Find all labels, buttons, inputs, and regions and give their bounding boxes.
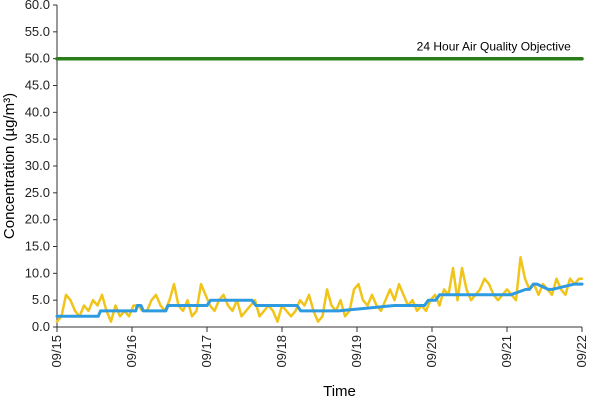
y-tick-label: 50.0 (25, 51, 50, 66)
y-tick-label: 0.0 (32, 319, 50, 334)
y-tick-label: 35.0 (25, 131, 50, 146)
axes (53, 4, 583, 332)
y-tick-label: 20.0 (25, 212, 50, 227)
x-tick-label: 09/19 (349, 335, 364, 368)
y-tick-label: 5.0 (32, 292, 50, 307)
y-tick-label: 45.0 (25, 78, 50, 93)
y-axis-title: Concentration (µg/m³) (1, 93, 18, 239)
objective-annotation: 24 Hour Air Quality Objective (417, 40, 571, 54)
y-tick-label: 40.0 (25, 104, 50, 119)
x-tick-label: 09/16 (124, 335, 139, 368)
y-tick-label: 10.0 (25, 265, 50, 280)
x-axis-title: Time (323, 383, 356, 400)
x-tick-label: 09/21 (499, 335, 514, 368)
y-tick-label: 55.0 (25, 24, 50, 39)
x-tick-label: 09/20 (424, 335, 439, 368)
series-group (55, 56, 584, 323)
y-tick-label: 30.0 (25, 158, 50, 173)
x-tick-label: 09/15 (49, 335, 64, 368)
labels-group: 0.0 5.0 10.0 15.0 20.0 25.0 30.0 35.0 40.0 45.0 50… (25, 0, 589, 368)
y-tick-label: 60.0 (25, 0, 50, 12)
y-tick-label: 25.0 (25, 185, 50, 200)
y-tick-label: 15.0 (25, 239, 50, 254)
x-tick-label: 09/18 (274, 335, 289, 368)
pm-rolling-average-series (55, 282, 584, 318)
x-tick-label: 09/22 (574, 335, 589, 368)
x-tick-label: 09/17 (199, 335, 214, 368)
